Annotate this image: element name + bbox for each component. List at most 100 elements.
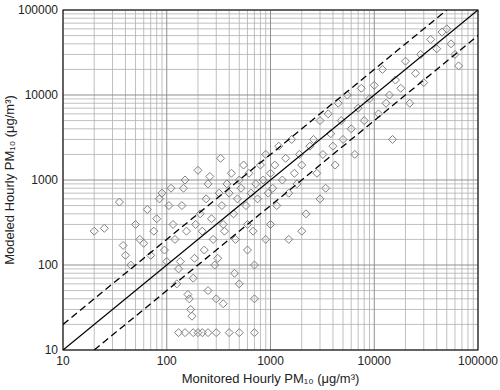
grid-line (63, 95, 478, 96)
point (249, 227, 257, 235)
point (447, 40, 455, 48)
point (190, 254, 198, 262)
point (401, 57, 409, 65)
point (167, 184, 175, 192)
point (243, 246, 251, 254)
point (319, 150, 327, 158)
point (185, 295, 193, 303)
point (455, 62, 463, 70)
point (179, 184, 187, 192)
point (298, 161, 306, 169)
point (322, 184, 330, 192)
point (282, 154, 290, 162)
point (189, 274, 197, 282)
dashed-line (94, 36, 478, 350)
point (223, 180, 231, 188)
point (412, 69, 420, 77)
point (132, 220, 140, 228)
point (378, 65, 386, 73)
y-axis-title: Modeled Hourly PM₁₀ (μg/m³) (2, 95, 17, 265)
point (181, 176, 189, 184)
point (121, 251, 129, 259)
point (153, 215, 161, 223)
x-tick-label: 10 (56, 354, 70, 368)
y-tick-label: 10 (45, 343, 59, 357)
point (204, 180, 212, 188)
y-tick-label: 1000 (31, 173, 58, 187)
point (250, 261, 258, 269)
point (290, 169, 298, 177)
point (217, 154, 225, 162)
point (169, 220, 177, 228)
point (329, 142, 337, 150)
y-tick-label: 10000 (25, 88, 59, 102)
point (351, 150, 359, 158)
point (212, 329, 220, 337)
point (267, 169, 275, 177)
point (259, 176, 267, 184)
point (254, 195, 262, 203)
point (143, 205, 151, 213)
point (269, 184, 277, 192)
point (302, 210, 310, 218)
point (285, 235, 293, 243)
point (200, 246, 208, 254)
point (204, 329, 212, 337)
point (252, 180, 260, 188)
point (370, 81, 378, 89)
point (214, 254, 222, 262)
grid-line (63, 265, 478, 266)
point (227, 169, 235, 177)
point (324, 110, 332, 118)
point (184, 290, 192, 298)
point (119, 241, 127, 249)
point (237, 184, 245, 192)
point (225, 329, 233, 337)
y-tick-label: 100000 (18, 3, 58, 17)
point (339, 135, 347, 143)
point (100, 224, 108, 232)
point (271, 161, 279, 169)
point (150, 227, 158, 235)
plot-frame (63, 10, 478, 350)
point (316, 117, 324, 125)
x-tick-label: 100000 (458, 354, 498, 368)
point (250, 329, 258, 337)
point (316, 195, 324, 203)
point (218, 202, 226, 210)
point (235, 280, 243, 288)
point (198, 329, 206, 337)
point (187, 305, 195, 313)
point (235, 329, 243, 337)
x-tick-label: 100 (157, 354, 177, 368)
chart: 1010010001000010000010100100010000100000… (0, 0, 500, 390)
point (382, 99, 390, 107)
point (136, 235, 144, 243)
point (208, 215, 216, 223)
point (127, 261, 135, 269)
point (158, 189, 166, 197)
point (219, 300, 227, 308)
grid (63, 10, 478, 350)
point (206, 172, 214, 180)
point (189, 329, 197, 337)
point (427, 35, 435, 43)
point (182, 227, 190, 235)
point (298, 227, 306, 235)
point (397, 84, 405, 92)
x-tick-label: 1000 (257, 354, 284, 368)
point (176, 257, 184, 265)
background (0, 0, 500, 390)
point (192, 220, 200, 228)
point (240, 161, 248, 169)
point (262, 235, 270, 243)
point (262, 150, 270, 158)
point (165, 202, 173, 210)
point (171, 235, 179, 243)
x-tick-label: 10000 (358, 354, 392, 368)
point (90, 227, 98, 235)
point (178, 202, 186, 210)
point (204, 287, 212, 295)
point (196, 210, 204, 218)
point (202, 195, 210, 203)
